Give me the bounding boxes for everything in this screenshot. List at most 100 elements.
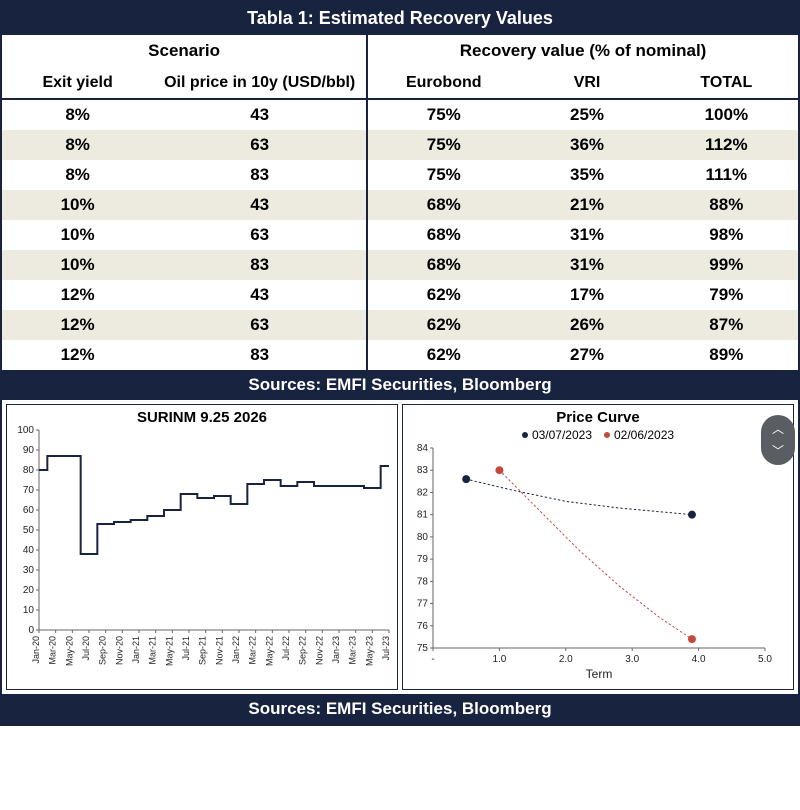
table-cell: 68%: [368, 220, 519, 250]
table-cell: 98%: [655, 220, 798, 250]
chart-left-title: SURINM 9.25 2026: [7, 405, 397, 426]
svg-text:Jul-23: Jul-23: [381, 636, 391, 661]
svg-text:2.0: 2.0: [559, 654, 573, 665]
svg-text:May-23: May-23: [364, 636, 374, 666]
col-header-eurobond: Eurobond: [368, 67, 519, 98]
table-cell: 83: [153, 160, 368, 190]
table-row: 8%8375%35%111%: [2, 160, 798, 190]
svg-text:30: 30: [23, 565, 35, 576]
table-row: 8%6375%36%112%: [2, 130, 798, 160]
chart-right: Price Curve 03/07/202302/06/2023 7576777…: [402, 404, 794, 690]
scroll-buttons[interactable]: ︿ ﹀: [761, 415, 795, 465]
table-cell: 8%: [2, 100, 153, 130]
table-cell: 12%: [2, 280, 153, 310]
table-row: 12%8362%27%89%: [2, 340, 798, 370]
table-cell: 89%: [655, 340, 798, 370]
svg-text:76: 76: [417, 621, 429, 632]
svg-text:Sep-21: Sep-21: [198, 636, 208, 665]
svg-text:Mar-20: Mar-20: [48, 636, 58, 665]
chart-left-svg: 0102030405060708090100Jan-20Mar-20May-20…: [7, 426, 397, 686]
col-header-total: TOTAL: [655, 67, 798, 98]
svg-text:Jul-22: Jul-22: [281, 636, 291, 661]
table-cell: 31%: [519, 250, 654, 280]
chart-left: SURINM 9.25 2026 0102030405060708090100J…: [6, 404, 398, 690]
chart-right-legend: 03/07/2023 02/06/2023: [403, 426, 793, 444]
table-cell: 21%: [519, 190, 654, 220]
table-cell: 25%: [519, 100, 654, 130]
svg-text:83: 83: [417, 465, 429, 476]
svg-text:4.0: 4.0: [692, 654, 706, 665]
table-row: 10%6368%31%98%: [2, 220, 798, 250]
legend-label: 03/07/2023: [532, 428, 592, 442]
table-cell: 75%: [368, 160, 519, 190]
svg-text:May-22: May-22: [264, 636, 274, 666]
svg-text:60: 60: [23, 505, 35, 516]
table-group-header-row: Scenario Recovery value (% of nominal): [2, 35, 798, 67]
svg-text:90: 90: [23, 445, 35, 456]
svg-text:Mar-23: Mar-23: [348, 636, 358, 665]
table-cell: 79%: [655, 280, 798, 310]
svg-text:70: 70: [23, 485, 35, 496]
svg-text:20: 20: [23, 585, 35, 596]
svg-text:82: 82: [417, 488, 429, 499]
svg-text:5.0: 5.0: [758, 654, 772, 665]
chart-right-svg: 75767778798081828384-1.02.03.04.05.0Term: [403, 444, 793, 682]
table-sources: Sources: EMFI Securities, Bloomberg: [2, 370, 798, 400]
table-row: 12%4362%17%79%: [2, 280, 798, 310]
table-cell: 63: [153, 220, 368, 250]
table-cell: 112%: [655, 130, 798, 160]
table-cell: 111%: [655, 160, 798, 190]
chevron-down-icon[interactable]: ﹀: [772, 445, 784, 457]
svg-text:79: 79: [417, 554, 429, 565]
legend-item: 02/06/2023: [604, 428, 674, 442]
table-row: 12%6362%26%87%: [2, 310, 798, 340]
table-cell: 88%: [655, 190, 798, 220]
table-cell: 62%: [368, 340, 519, 370]
legend-label: 02/06/2023: [614, 428, 674, 442]
table-title: Tabla 1: Estimated Recovery Values: [2, 2, 798, 35]
table-cell: 63: [153, 310, 368, 340]
table-cell: 83: [153, 250, 368, 280]
svg-text:Sep-22: Sep-22: [298, 636, 308, 665]
svg-text:Jan-22: Jan-22: [231, 636, 241, 664]
svg-text:1.0: 1.0: [492, 654, 506, 665]
svg-text:80: 80: [23, 465, 35, 476]
table-row: 8%4375%25%100%: [2, 100, 798, 130]
svg-text:Sep-20: Sep-20: [98, 636, 108, 665]
svg-text:May-20: May-20: [64, 636, 74, 666]
table-cell: 75%: [368, 130, 519, 160]
table-cell: 8%: [2, 160, 153, 190]
chart-right-title: Price Curve: [403, 405, 793, 426]
table-cell: 62%: [368, 310, 519, 340]
svg-text:-: -: [431, 654, 434, 665]
legend-item: 03/07/2023: [522, 428, 592, 442]
svg-text:10: 10: [23, 605, 35, 616]
table-cell: 17%: [519, 280, 654, 310]
svg-text:Jan-23: Jan-23: [331, 636, 341, 664]
chevron-up-icon[interactable]: ︿: [772, 423, 784, 435]
svg-text:50: 50: [23, 525, 35, 536]
group-header-scenario: Scenario: [2, 35, 368, 67]
svg-text:75: 75: [417, 643, 429, 654]
table-row: 10%8368%31%99%: [2, 250, 798, 280]
table-cell: 63: [153, 130, 368, 160]
table-body: 8%4375%25%100%8%6375%36%112%8%8375%35%11…: [2, 100, 798, 370]
svg-text:3.0: 3.0: [625, 654, 639, 665]
table-cell: 35%: [519, 160, 654, 190]
table-column-header-row: Exit yield Oil price in 10y (USD/bbl) Eu…: [2, 67, 798, 100]
table-cell: 43: [153, 280, 368, 310]
svg-text:Jul-20: Jul-20: [81, 636, 91, 661]
table-cell: 99%: [655, 250, 798, 280]
svg-text:40: 40: [23, 545, 35, 556]
charts-sources: Sources: EMFI Securities, Bloomberg: [2, 694, 798, 724]
table-row: 10%4368%21%88%: [2, 190, 798, 220]
svg-text:Mar-21: Mar-21: [148, 636, 158, 665]
svg-text:Term: Term: [586, 667, 613, 681]
legend-marker-icon: [522, 432, 528, 438]
svg-text:Nov-21: Nov-21: [214, 636, 224, 665]
svg-text:Mar-22: Mar-22: [248, 636, 258, 665]
table-cell: 68%: [368, 190, 519, 220]
table-cell: 83: [153, 340, 368, 370]
legend-marker-icon: [604, 432, 610, 438]
col-header-oil-price: Oil price in 10y (USD/bbl): [153, 67, 368, 98]
